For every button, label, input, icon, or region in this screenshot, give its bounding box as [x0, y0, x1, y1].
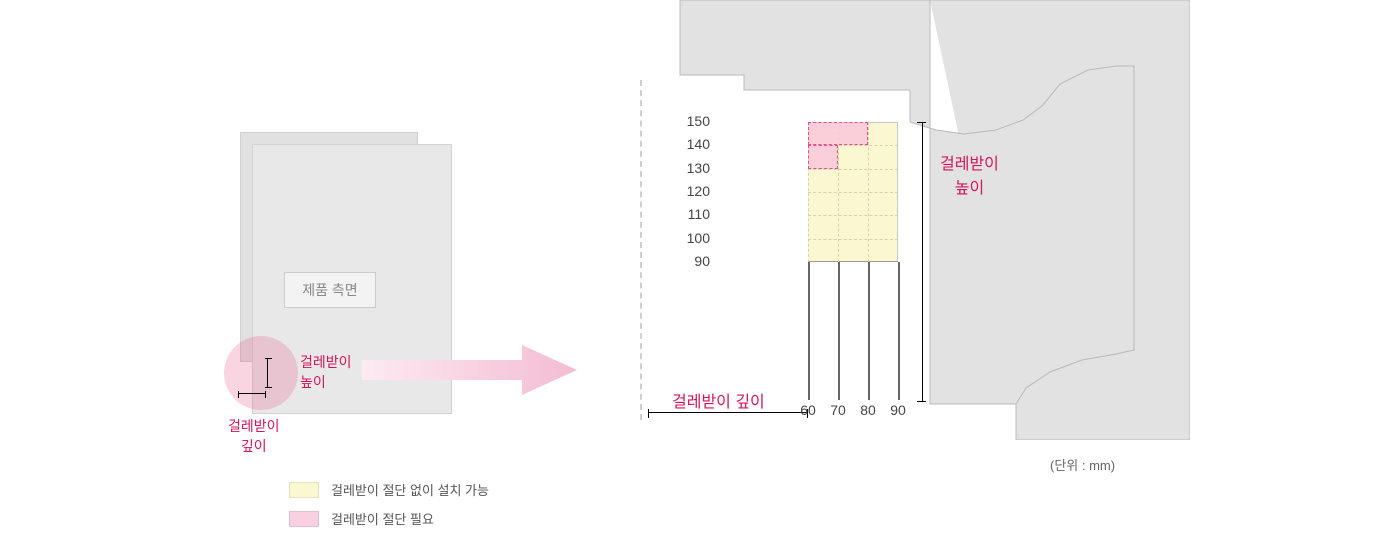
- legend-row: 걸레받이 절단 필요: [289, 509, 489, 528]
- product-panel-label: 제품 측면: [284, 272, 376, 308]
- clearance-chart: [808, 122, 898, 262]
- legend-swatch-pink: [289, 511, 319, 527]
- chart-x-tick: 60: [795, 402, 821, 418]
- chart-y-tick: 150: [670, 113, 710, 129]
- chart-y-tick: 120: [670, 183, 710, 199]
- baseboard-depth-label-left: 걸레받이 깊이: [228, 416, 280, 456]
- chart-x-tick: 70: [825, 402, 851, 418]
- baseboard-depth-label-right: 걸레받이 깊이: [672, 388, 765, 412]
- chart-x-tick: 90: [885, 402, 911, 418]
- chart-y-tick: 90: [670, 253, 710, 269]
- legend-swatch-yellow: [289, 482, 319, 498]
- baseboard-depth-bracket: [238, 393, 266, 400]
- section-divider-dashed: [640, 80, 642, 420]
- depth-dimension-bracket: [648, 412, 808, 423]
- chart-y-tick: 100: [670, 230, 710, 246]
- baseboard-height-bracket: [267, 358, 274, 388]
- product-panel-label-text: 제품 측면: [302, 280, 357, 300]
- chart-x-tick: 80: [855, 402, 881, 418]
- baseboard-height-label-right: 걸레받이 높이: [940, 150, 999, 198]
- unit-note: (단위 : mm): [1050, 455, 1115, 474]
- chart-cut-region: [808, 145, 838, 168]
- chart-y-tick: 110: [670, 206, 710, 222]
- product-profile-outline: [670, 0, 1190, 440]
- height-dimension-bracket: [912, 122, 923, 402]
- legend-label: 걸레받이 절단 없이 설치 가능: [331, 480, 489, 499]
- chart-y-tick: 130: [670, 160, 710, 176]
- legend-label: 걸레받이 절단 필요: [331, 509, 434, 528]
- chart-y-tick: 140: [670, 136, 710, 152]
- baseboard-height-label-left: 걸레받이 높이: [300, 352, 352, 392]
- zoom-arrow-icon: [362, 340, 582, 400]
- chart-cut-region: [808, 122, 868, 145]
- legend: 걸레받이 절단 없이 설치 가능 걸레받이 절단 필요: [289, 480, 489, 538]
- legend-row: 걸레받이 절단 없이 설치 가능: [289, 480, 489, 499]
